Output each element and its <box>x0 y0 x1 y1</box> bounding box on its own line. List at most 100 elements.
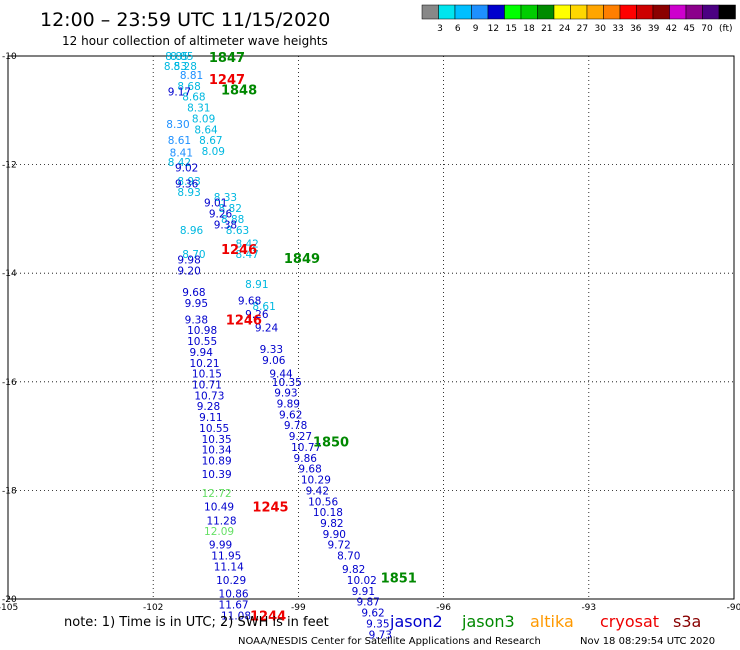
wave-height-value: 10.34 <box>202 445 232 457</box>
wave-height-value: 8.09 <box>202 146 225 158</box>
satellite-legend-item: jason3 <box>461 612 515 631</box>
wave-height-value: 8.61 <box>168 135 191 147</box>
wave-height-value: 9.01 <box>204 198 227 210</box>
wave-height-value: 11.95 <box>211 551 241 563</box>
wave-height-value: 10.35 <box>202 434 232 446</box>
wave-height-value: 8.81 <box>180 70 203 82</box>
wave-height-value: 9.38 <box>214 219 237 231</box>
grid-lines <box>8 56 734 599</box>
color-scale-label: 9 <box>473 24 479 34</box>
color-scale-swatch <box>669 4 687 20</box>
wave-height-value: 10.21 <box>190 358 220 370</box>
wave-height-value: 10.77 <box>291 442 321 454</box>
wave-height-value: 8.68 <box>177 81 200 93</box>
chart-subtitle: 12 hour collection of altimeter wave hei… <box>62 34 328 48</box>
wave-height-value: 8.82 <box>219 203 242 215</box>
color-scale-label: 36 <box>630 24 642 34</box>
x-tick-label: -105 <box>0 603 18 613</box>
wave-height-value: 9.86 <box>294 453 318 465</box>
wave-height-value: 9.98 <box>177 255 200 267</box>
wave-height-value: 10.35 <box>272 377 302 389</box>
satellite-legend: jason2 jason3 altika cryosat s3a <box>389 612 701 631</box>
pass-number-label: 1851 <box>381 571 417 586</box>
color-scale-swatch <box>553 4 571 20</box>
footer-timestamp: Nov 18 08:29:54 UTC 2020 <box>580 636 715 647</box>
color-scale-swatch <box>537 4 555 20</box>
wave-height-value: 9.38 <box>185 314 208 326</box>
wave-height-value: 9.95 <box>185 298 208 310</box>
color-scale-label: 27 <box>577 24 588 34</box>
wave-height-value: 9.44 <box>269 369 293 381</box>
wave-height-value: 9.62 <box>279 409 302 421</box>
color-scale-unit: (ft) <box>719 24 733 34</box>
wave-height-value: 9.73 <box>369 629 392 641</box>
satellite-legend-item: altika <box>530 612 574 631</box>
wave-height-value: 8.64 <box>194 124 218 136</box>
color-scale-swatch <box>586 4 604 20</box>
wave-height-value: 11.28 <box>206 515 236 527</box>
wave-height-value: 9.26 <box>209 208 233 220</box>
color-scale-label: 70 <box>701 24 713 34</box>
wave-height-value: 11.67 <box>219 599 249 611</box>
color-scale-swatch <box>504 4 522 20</box>
color-scale-legend: 3 6 9 12 15 18 21 24 27 30 33 36 39 42 45 70 (ft) <box>421 4 736 34</box>
wave-height-value: 8.61 <box>252 301 275 313</box>
wave-height-value: 9.72 <box>327 540 350 552</box>
pass-number-label: 1245 <box>252 501 288 516</box>
wave-height-value: 8.85 <box>165 51 188 63</box>
pass-number-label: 1246 <box>221 243 257 258</box>
x-tick-label: -102 <box>143 603 163 613</box>
y-tick-label: -12 <box>2 161 17 171</box>
wave-height-value: 10.15 <box>192 369 222 381</box>
wave-height-value: 8.31 <box>187 103 210 115</box>
wave-height-value: 8.33 <box>214 192 237 204</box>
wave-height-value: 9.68 <box>182 287 205 299</box>
color-scale-swatch <box>421 4 439 20</box>
wave-height-value: 9.06 <box>262 355 286 367</box>
x-tick-label: -99 <box>291 603 306 613</box>
pass-number-label: 1246 <box>226 313 262 328</box>
wave-height-value: 9.28 <box>197 401 220 413</box>
color-scale-swatch <box>685 4 703 20</box>
wave-height-value: 9.36 <box>175 179 199 191</box>
wave-height-value: 10.71 <box>192 380 222 392</box>
pass-number-label: 1847 <box>209 51 245 66</box>
y-tick-label: -20 <box>2 595 17 605</box>
color-scale-swatch <box>603 4 621 20</box>
wave-height-value: 9.94 <box>190 347 214 359</box>
wave-height-value: 8.91 <box>245 279 268 291</box>
pass-number-label: 1849 <box>284 252 320 267</box>
wave-height-value: 12.09 <box>204 526 234 538</box>
wave-height-value: 9.68 <box>238 295 261 307</box>
color-scale-swatch <box>438 4 456 20</box>
wave-height-value: 9.42 <box>306 485 329 497</box>
pass-number-label: 1850 <box>313 436 349 451</box>
wave-height-value: 10.18 <box>313 507 343 519</box>
color-scale-label: 39 <box>648 24 660 34</box>
wave-height-value: 10.86 <box>219 589 249 601</box>
wave-height-value: 8.09 <box>192 113 215 125</box>
wave-height-value: 9.99 <box>209 540 232 552</box>
x-tick-label: -93 <box>581 603 596 613</box>
color-scale-swatch <box>454 4 472 20</box>
wave-height-value: 8.30 <box>166 119 189 131</box>
satellite-legend-item: cryosat <box>600 612 659 631</box>
color-scale-label: 45 <box>683 24 694 34</box>
color-scale-swatch <box>570 4 588 20</box>
wave-height-value: 9.68 <box>298 464 321 476</box>
color-scale-swatch <box>636 4 654 20</box>
color-scale-swatch <box>702 4 720 20</box>
wave-height-value: 8.68 <box>182 92 205 104</box>
wave-height-value: 9.35 <box>366 618 389 630</box>
color-scale-label: 15 <box>505 24 516 34</box>
pass-number-label: 1247 <box>209 73 245 88</box>
wave-height-value: 8.93 <box>177 176 200 188</box>
wave-height-value: 10.02 <box>347 575 377 587</box>
wave-height-value: 9.90 <box>323 529 346 541</box>
y-tick-label: -18 <box>2 486 17 496</box>
wave-height-value: 9.82 <box>342 564 365 576</box>
color-scale-label: 6 <box>455 24 461 34</box>
x-tick-label: -96 <box>436 603 451 613</box>
wave-height-value: 9.93 <box>274 388 297 400</box>
